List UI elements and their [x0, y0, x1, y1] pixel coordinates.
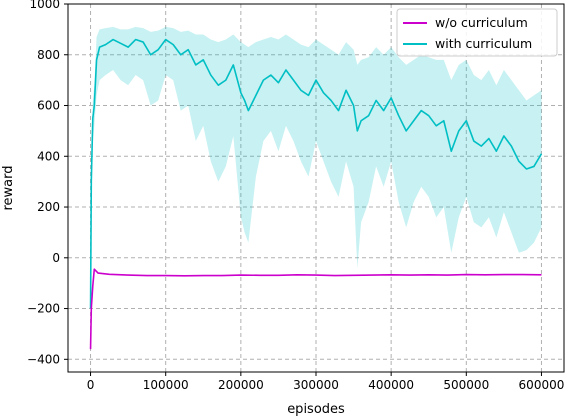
x-tick-label: 500000 [443, 378, 489, 392]
series-line-0 [89, 268, 542, 350]
y-tick-label: 1000 [29, 0, 60, 11]
y-tick-label: 400 [37, 149, 60, 163]
y-tick-label: −200 [27, 302, 60, 316]
legend-label-with-curriculum: with curriculum [435, 36, 532, 51]
y-tick-label: 0 [52, 251, 60, 265]
y-tick-label: 800 [37, 48, 60, 62]
x-axis-label: episodes [287, 402, 345, 416]
y-tick-label: 600 [37, 99, 60, 113]
x-axis-ticks: 0 100000 200000 300000 400000 500000 600000 [87, 372, 565, 392]
x-tick-label: 100000 [143, 378, 189, 392]
legend-box [396, 8, 558, 57]
confidence-band [90, 26, 542, 322]
series-lines [89, 38, 543, 350]
grid-lines [68, 3, 564, 372]
series-line-1 [89, 38, 543, 309]
band-area [90, 26, 542, 322]
legend-label-without-curriculum: w/o curriculum [435, 15, 528, 30]
x-tick-label: 200000 [218, 378, 264, 392]
x-tick-label: 600000 [519, 378, 565, 392]
y-axis-label: reward [1, 165, 16, 210]
x-tick-label: 0 [87, 378, 95, 392]
x-tick-label: 400000 [368, 378, 414, 392]
y-tick-label: 200 [37, 200, 60, 214]
y-axis-ticks: −400 −200 0 200 400 600 800 1000 [27, 0, 68, 366]
legend: w/o curriculum with curriculum [396, 8, 558, 57]
y-tick-label: −400 [27, 352, 60, 366]
x-tick-label: 300000 [293, 378, 339, 392]
